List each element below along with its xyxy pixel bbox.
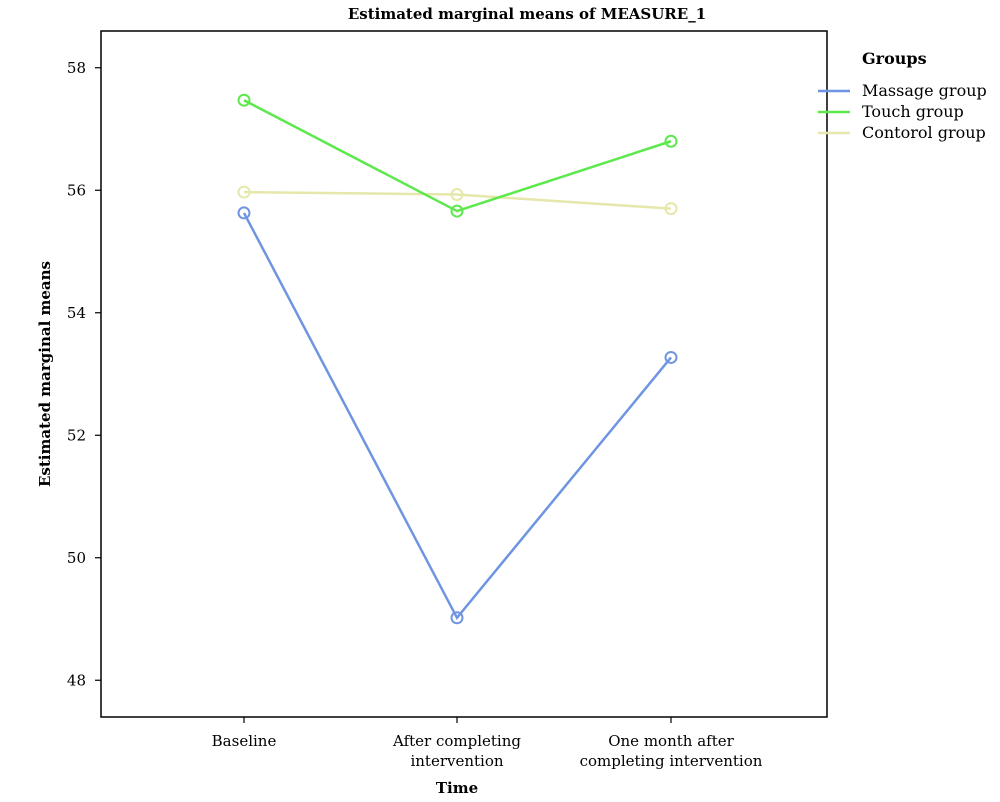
series-line: [243, 190, 672, 210]
series-line: [242, 212, 672, 621]
y-tick-label: 50: [67, 549, 86, 567]
legend-label: Touch group: [862, 102, 964, 121]
x-axis: Baseline After completing intervention One …: [212, 717, 763, 770]
x-tick-label: After completing intervention: [392, 732, 521, 770]
chart-title: Estimated marginal means of MEASURE_1: [348, 5, 706, 23]
data-point: [664, 134, 678, 148]
legend: Groups Massage group Touch group Contorol …: [818, 49, 987, 142]
plot-area: [100, 30, 828, 718]
y-tick-label: 56: [67, 181, 86, 199]
data-point: [450, 204, 464, 218]
legend-title: Groups: [862, 49, 927, 68]
series-line: [243, 99, 672, 213]
data-point: [450, 611, 464, 625]
data-point: [237, 185, 251, 199]
legend-label: Contorol group: [862, 123, 986, 142]
series-contorol-group: [237, 185, 678, 216]
series-layer: [237, 93, 678, 625]
legend-label: Massage group: [862, 81, 987, 100]
x-tick-label: One month after completing intervention: [580, 732, 763, 770]
series-touch-group: [237, 93, 678, 218]
y-axis: 48 50 52 54 56 58: [67, 59, 101, 689]
data-point: [664, 350, 678, 364]
y-axis-title: Estimated marginal means: [36, 261, 54, 487]
series-massage-group: [237, 206, 678, 625]
data-point: [237, 206, 251, 220]
data-point: [450, 188, 464, 202]
data-point: [237, 93, 251, 107]
x-tick-label: Baseline: [212, 732, 277, 750]
x-axis-title: Time: [436, 779, 478, 797]
data-point: [664, 202, 678, 216]
y-tick-label: 52: [67, 426, 86, 444]
y-tick-label: 58: [67, 59, 86, 77]
y-tick-label: 48: [67, 671, 86, 689]
y-tick-label: 54: [67, 304, 86, 322]
